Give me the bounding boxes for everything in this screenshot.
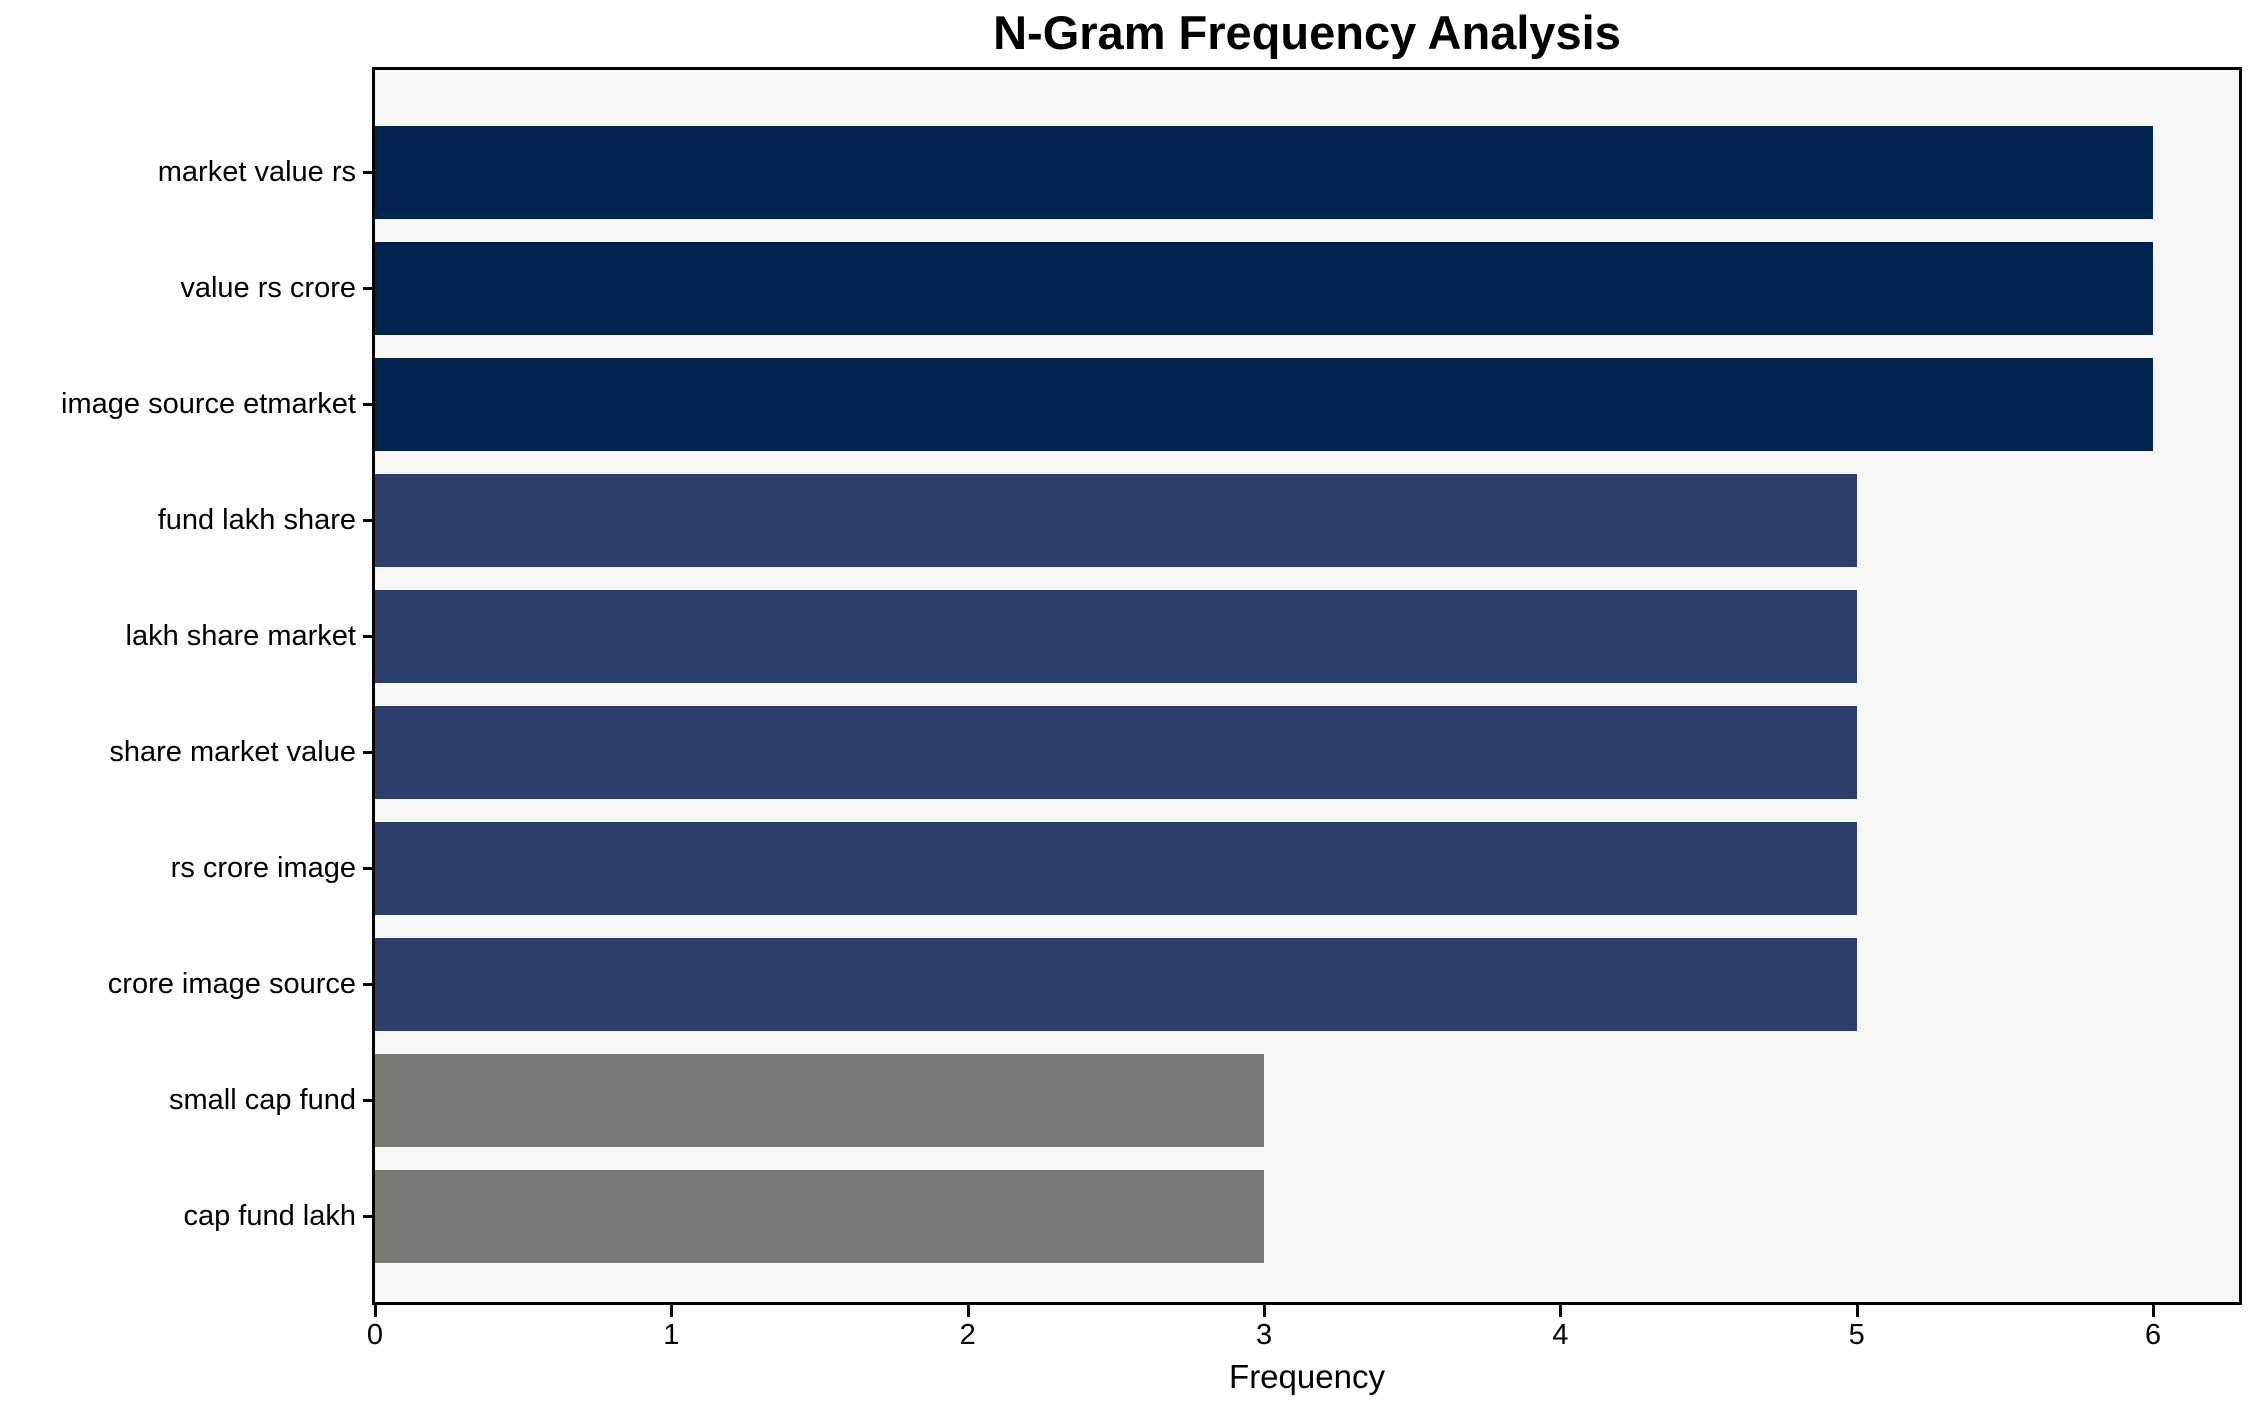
y-tick-label-market-value-rs: market value rs	[157, 156, 356, 188]
y-tick-label-value-rs-crore: value rs crore	[180, 272, 356, 304]
bar-crore-image-source	[375, 937, 1857, 1031]
y-tick-mark	[363, 1215, 374, 1218]
x-tick-mark	[670, 1305, 674, 1317]
bar-market-value-rs	[375, 125, 2154, 219]
y-tick-label-share-market-value: share market value	[109, 736, 356, 768]
x-tick-mark	[2152, 1305, 2156, 1317]
x-tick-label-3: 3	[1255, 1319, 1273, 1351]
y-tick-mark	[363, 403, 374, 406]
y-tick-label-rs-crore-image: rs crore image	[170, 852, 356, 884]
bar-value-rs-crore	[375, 241, 2154, 335]
y-tick-mark	[363, 1099, 374, 1102]
y-tick-label-small-cap-fund: small cap fund	[169, 1084, 356, 1116]
x-axis-label: Frequency	[1229, 1358, 1385, 1395]
bar-small-cap-fund	[375, 1053, 1265, 1147]
bar-cap-fund-lakh	[375, 1169, 1265, 1263]
y-tick-label-fund-lakh-share: fund lakh share	[157, 504, 356, 536]
bar-share-market-value	[375, 705, 1857, 799]
bar-image-source-etmarket	[375, 357, 2154, 451]
bar-rs-crore-image	[375, 821, 1857, 915]
x-tick-label-6: 6	[2144, 1319, 2162, 1351]
x-tick-mark	[1559, 1305, 1563, 1317]
y-tick-label-lakh-share-market: lakh share market	[125, 620, 357, 652]
x-tick-label-0: 0	[366, 1319, 384, 1351]
bar-fund-lakh-share	[375, 473, 1857, 567]
x-tick-label-1: 1	[663, 1319, 680, 1351]
x-tick-label-5: 5	[1848, 1319, 1865, 1351]
y-tick-mark	[363, 867, 374, 870]
y-tick-label-image-source-etmarket: image source etmarket	[61, 388, 356, 420]
x-tick-label-4: 4	[1552, 1319, 1569, 1351]
bar-lakh-share-market	[375, 589, 1857, 683]
y-tick-label-cap-fund-lakh: cap fund lakh	[183, 1200, 356, 1232]
x-tick-mark	[1263, 1305, 1267, 1317]
chart-title: N-Gram Frequency Analysis	[993, 6, 1621, 59]
y-tick-mark	[363, 171, 374, 174]
y-tick-mark	[363, 751, 374, 754]
x-tick-mark	[1855, 1305, 1859, 1317]
y-tick-mark	[363, 287, 374, 290]
x-tick-mark	[374, 1305, 377, 1317]
x-tick-mark	[966, 1305, 970, 1317]
y-tick-mark	[363, 635, 374, 638]
x-tick-label-2: 2	[959, 1319, 976, 1351]
y-tick-mark	[363, 983, 374, 986]
plot-area	[375, 70, 2239, 1302]
y-tick-label-crore-image-source: crore image source	[107, 968, 356, 1000]
y-tick-mark	[363, 519, 374, 522]
